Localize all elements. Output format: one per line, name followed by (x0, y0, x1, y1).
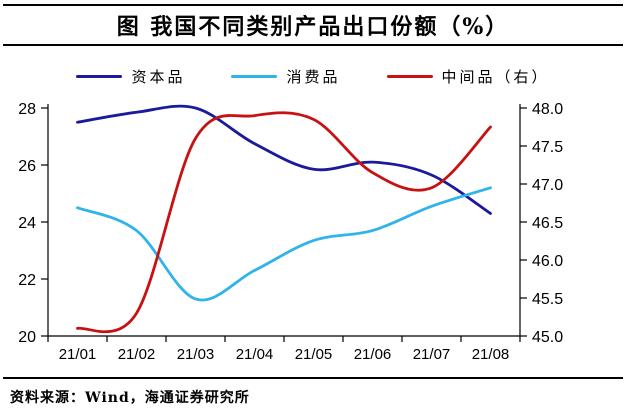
x-axis-label: 21/07 (413, 346, 451, 363)
y-axis-right-tick-label: 45.5 (532, 291, 563, 308)
source-note: 资料来源：Wind，海通证券研究所 (10, 390, 250, 406)
top-divider (3, 4, 623, 6)
series-line-consumer-goods (76, 186, 492, 302)
title-divider (3, 44, 623, 46)
legend-item-consumer-goods[interactable]: 消费品 (231, 66, 340, 87)
y-axis-left-tick-label: 20 (18, 329, 36, 346)
y-axis-left-tick-label: 28 (18, 101, 36, 118)
legend: 资本品 消费品 中间品（右） (0, 66, 626, 87)
x-axis-label: 21/02 (118, 346, 156, 363)
x-axis-label: 21/04 (236, 346, 274, 363)
y-axis-left-tick-label: 22 (18, 272, 36, 289)
x-axis-label: 21/05 (295, 346, 333, 363)
x-axis-label: 21/06 (354, 346, 392, 363)
legend-line-swatch-intermediate-goods (386, 74, 433, 79)
legend-label-consumer-goods: 消费品 (286, 68, 341, 86)
chart-title: 图 我国不同类别产品出口份额（%） (116, 14, 510, 40)
legend-label-capital-goods: 资本品 (131, 68, 186, 86)
source-divider (3, 377, 623, 379)
legend-line-swatch-consumer-goods (231, 74, 278, 79)
y-axis-right-tick-label: 46.5 (532, 215, 563, 232)
legend-item-intermediate-goods[interactable]: 中间品（右） (386, 66, 550, 87)
y-axis-left-tick-label: 24 (18, 215, 36, 232)
chart-canvas: 28 26 24 22 20 48.0 47.5 47.0 46.5 46.0 45.5 45.0 21… (18, 101, 563, 363)
y-axis-right-tick-label: 47.5 (532, 139, 563, 156)
legend-label-intermediate-goods: 中间品（右） (441, 68, 550, 86)
legend-item-capital-goods[interactable]: 资本品 (76, 66, 185, 87)
y-axis-right-tick-label: 48.0 (532, 101, 563, 118)
y-axis-left-tick-label: 26 (18, 158, 36, 175)
series-line-intermediate-goods (76, 111, 492, 334)
y-axis-right-tick-label: 46.0 (532, 253, 563, 270)
x-axis-label: 21/08 (472, 346, 510, 363)
legend-line-swatch-capital-goods (76, 74, 123, 79)
series-line-capital-goods (76, 104, 492, 215)
x-axis-label: 21/03 (177, 346, 215, 363)
y-axis-right-tick-label: 45.0 (532, 329, 563, 346)
x-axis-label: 21/01 (59, 346, 97, 363)
y-axis-right-tick-label: 47.0 (532, 177, 563, 194)
